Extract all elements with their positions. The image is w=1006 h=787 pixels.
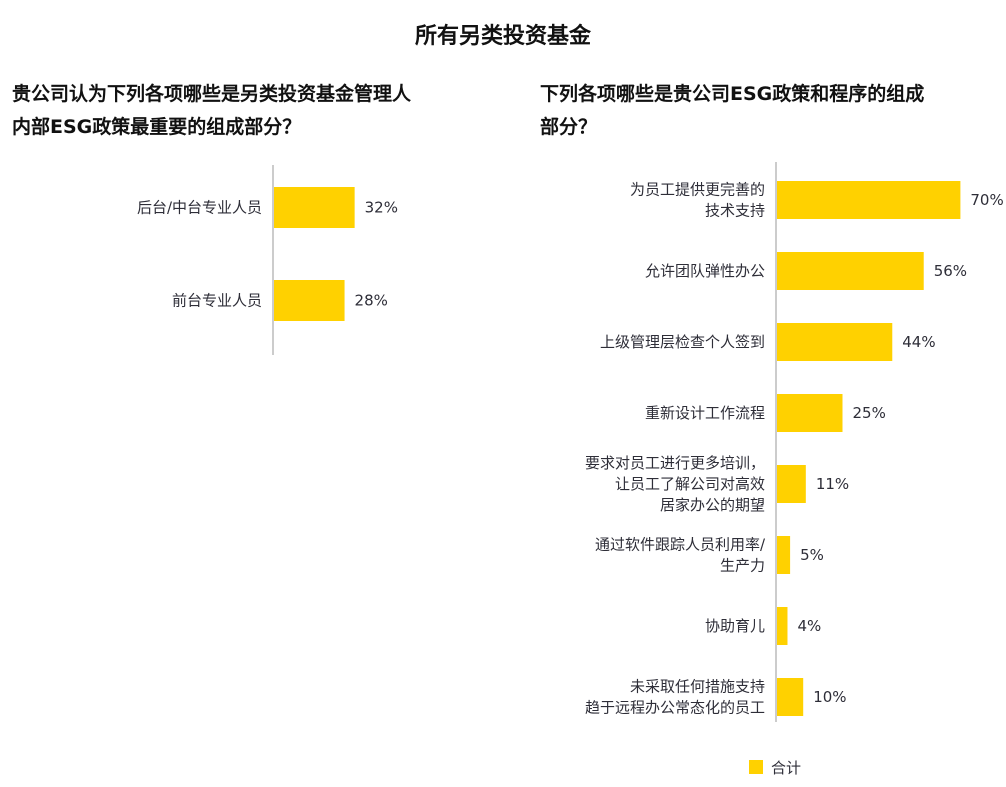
- chart-1-value-label-4: 11%: [816, 475, 849, 493]
- chart-1-value-label-5: 5%: [800, 546, 824, 564]
- chart-1-bar-1: [777, 252, 924, 290]
- chart-1-category-label-2: 上级管理层检查个人签到: [600, 333, 765, 351]
- page-title: 所有另类投资基金: [414, 24, 591, 49]
- chart-1-bar-4: [777, 465, 806, 503]
- chart-1-value-label-1: 56%: [934, 262, 967, 280]
- chart-0-bar-0: [274, 187, 355, 228]
- chart-1-bar-6: [777, 607, 788, 645]
- chart-1-bar-5: [777, 536, 791, 574]
- chart-1-category-label-1: 允许团队弹性办公: [645, 262, 765, 280]
- chart-1-value-label-0: 70%: [970, 191, 1003, 209]
- chart-1-category-label-5: 通过软件跟踪人员利用率/生产力: [595, 536, 766, 575]
- chart-1-value-label-2: 44%: [902, 333, 935, 351]
- chart-1-category-label-7: 未采取任何措施支持趋于远程办公常态化的员工: [585, 678, 765, 717]
- chart-0-category-label-0: 后台/中台专业人员: [137, 199, 262, 217]
- chart-1-category-label-0: 为员工提供更完善的技术支持: [630, 181, 765, 220]
- chart-1-category-label-3: 重新设计工作流程: [645, 404, 765, 422]
- chart-1-category-label-4: 要求对员工进行更多培训，让员工了解公司对高效居家办公的期望: [585, 454, 765, 514]
- chart-1-category-label-6: 协助育儿: [705, 617, 765, 635]
- chart-0-value-label-0: 32%: [365, 199, 398, 217]
- chart-0-bar-1: [274, 280, 345, 321]
- chart-1-value-label-7: 10%: [813, 688, 846, 706]
- legend-label: 合计: [771, 758, 802, 777]
- left-chart-question: 贵公司认为下列各项哪些是另类投资基金管理人 内部ESG政策最重要的组成部分？: [12, 83, 412, 138]
- legend-swatch: [749, 760, 763, 774]
- chart-1-bar-7: [777, 678, 804, 716]
- chart-1-value-label-3: 25%: [853, 404, 886, 422]
- chart-0-category-label-1: 前台专业人员: [172, 292, 262, 310]
- chart-1-value-label-6: 4%: [797, 617, 821, 635]
- legend: 合计: [749, 757, 801, 777]
- right-chart-question: 下列各项哪些是贵公司ESG政策和程序的组成 部分？: [540, 83, 925, 138]
- chart-1-bar-3: [777, 394, 843, 432]
- chart-0-value-label-1: 28%: [355, 292, 388, 310]
- chart-1-bar-0: [777, 181, 961, 219]
- chart-1-bar-2: [777, 323, 893, 361]
